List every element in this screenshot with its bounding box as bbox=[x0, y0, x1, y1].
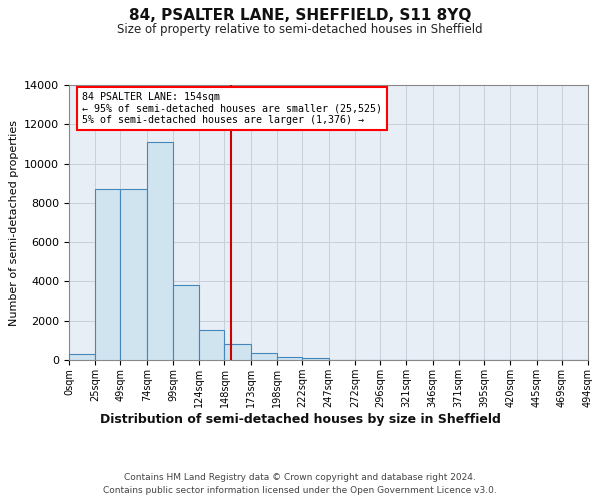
Text: Contains public sector information licensed under the Open Government Licence v3: Contains public sector information licen… bbox=[103, 486, 497, 495]
Bar bbox=[121, 189, 147, 360]
Bar bbox=[69, 354, 95, 360]
Bar bbox=[173, 286, 199, 360]
Text: 84, PSALTER LANE, SHEFFIELD, S11 8YQ: 84, PSALTER LANE, SHEFFIELD, S11 8YQ bbox=[129, 8, 471, 22]
Bar bbox=[277, 357, 302, 360]
Bar bbox=[251, 352, 277, 360]
Y-axis label: Number of semi-detached properties: Number of semi-detached properties bbox=[8, 120, 19, 326]
Bar bbox=[224, 344, 251, 360]
Text: Contains HM Land Registry data © Crown copyright and database right 2024.: Contains HM Land Registry data © Crown c… bbox=[124, 472, 476, 482]
Bar bbox=[302, 358, 329, 360]
Text: 84 PSALTER LANE: 154sqm
← 95% of semi-detached houses are smaller (25,525)
5% of: 84 PSALTER LANE: 154sqm ← 95% of semi-de… bbox=[82, 92, 382, 125]
Bar bbox=[199, 330, 224, 360]
Bar bbox=[147, 142, 173, 360]
Bar bbox=[95, 189, 121, 360]
Text: Distribution of semi-detached houses by size in Sheffield: Distribution of semi-detached houses by … bbox=[100, 412, 500, 426]
Text: Size of property relative to semi-detached houses in Sheffield: Size of property relative to semi-detach… bbox=[117, 22, 483, 36]
